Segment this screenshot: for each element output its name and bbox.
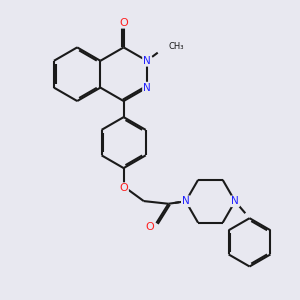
Text: O: O bbox=[146, 222, 154, 232]
Text: N: N bbox=[182, 196, 190, 206]
Text: N: N bbox=[143, 82, 151, 93]
Text: CH₃: CH₃ bbox=[168, 42, 184, 51]
Text: O: O bbox=[119, 18, 128, 28]
Text: O: O bbox=[119, 183, 128, 193]
Text: N: N bbox=[231, 196, 239, 206]
Text: N: N bbox=[143, 56, 151, 66]
